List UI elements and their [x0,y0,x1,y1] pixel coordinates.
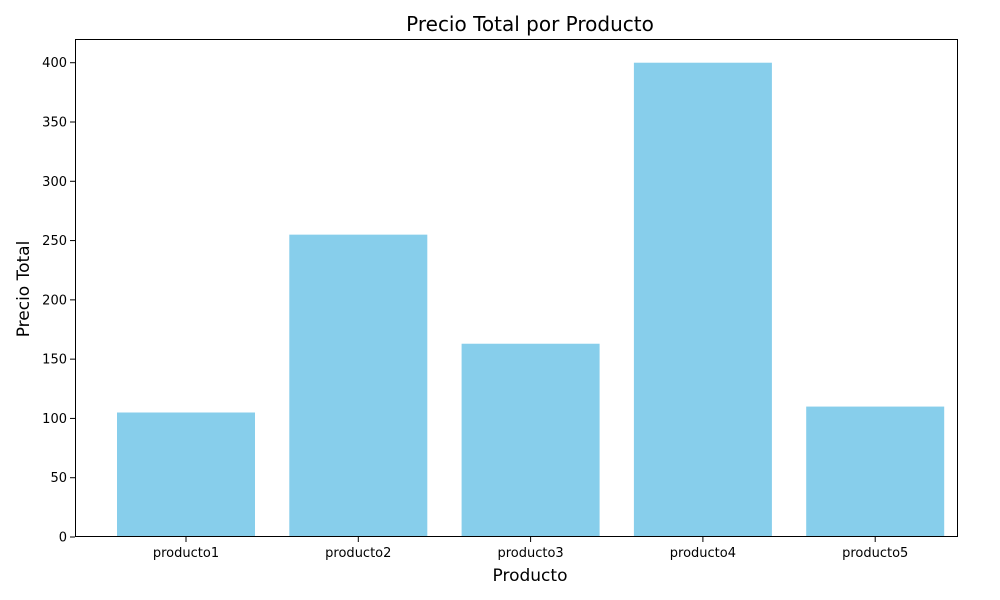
y-axis-label: Precio Total [14,241,34,338]
x-tick-label: producto5 [842,546,908,561]
y-tick-label: 300 [42,175,67,190]
bar-producto1 [117,412,255,537]
chart-title: Precio Total por Producto [406,12,654,36]
x-tick-label: producto4 [670,546,736,561]
y-tick-label: 200 [42,293,67,308]
y-tick-label: 250 [42,234,67,249]
y-tick-label: 150 [42,353,67,368]
y-axis-ticks: 0 50 100 150 200 250 300 350 400 [42,56,75,546]
x-tick-label: producto3 [497,546,563,561]
x-axis-label: Producto [493,566,568,586]
y-tick-label: 0 [59,531,67,546]
y-tick-label: 350 [42,116,67,131]
x-tick-label: producto1 [153,546,219,561]
bar-producto2 [289,234,428,537]
plot-frame [75,39,958,537]
bar-producto4 [633,62,772,537]
x-tick-label: producto2 [325,546,391,561]
bar-producto3 [461,343,600,537]
x-axis-ticks: producto1 producto2 producto3 producto4 prod… [153,537,908,561]
bar-producto5 [806,406,945,537]
y-tick-label: 100 [42,412,67,427]
y-tick-label: 400 [42,56,67,71]
y-tick-label: 50 [50,471,67,486]
bars-group [117,62,945,537]
